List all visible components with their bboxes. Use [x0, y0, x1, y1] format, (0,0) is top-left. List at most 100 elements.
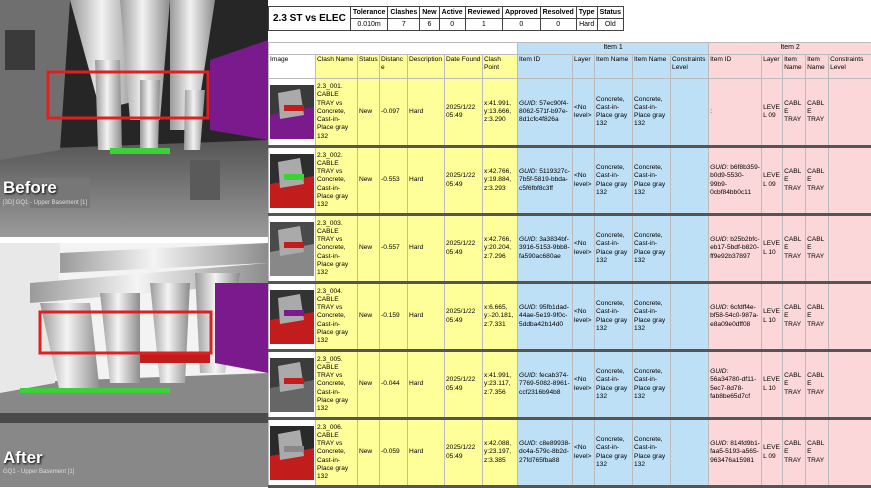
item2-name-cell: CABLE TRAY — [783, 351, 806, 419]
summary-header: Approved — [502, 7, 540, 19]
table-row[interactable]: 2.3_005. CABLE TRAY vs Concrete, Cast-in… — [269, 351, 871, 419]
item2-layer-cell: LEVEL 09 — [762, 419, 783, 487]
item1-layer-cell: <No level> — [573, 283, 595, 351]
item2-name2-cell: CABLE TRAY — [806, 283, 829, 351]
status-cell: New — [358, 419, 380, 487]
guid-label: GUID: — [710, 236, 728, 243]
item1-id-cell: GUID: c8e89938-dc4a-579c-8b2d-27fd765fba… — [518, 419, 573, 487]
item2-name-cell: CABLE TRAY — [783, 79, 806, 147]
summary-value: 0 — [502, 19, 540, 31]
table-row[interactable]: 2.3_002. CABLE TRAY vs Concrete, Cast-in… — [269, 147, 871, 215]
viewport-before[interactable]: Before [3D] GQ1 - Upper Basement [1] — [0, 0, 268, 237]
distance-cell: -0.557 — [380, 215, 408, 283]
clash-name-cell: 2.3_002. CABLE TRAY vs Concrete, Cast-in… — [316, 147, 358, 215]
item2-name2-cell: CABLE TRAY — [806, 351, 829, 419]
clash-point-cell: x:42.766, y:20.204, z:7.296 — [483, 215, 518, 283]
item1-id-cell: GUID: 5119327c-7b5f-5819-bbda-c5f6fbf8c3… — [518, 147, 573, 215]
col-status: Status — [358, 55, 380, 79]
item2-name2-cell: CABLE TRAY — [806, 147, 829, 215]
item2-constraints-cell — [829, 351, 871, 419]
item1-id-cell: GUID: 3a3834bf-3916-5153-9bb8-fa590ac680… — [518, 215, 573, 283]
date-found-cell: 2025/1/22 05:49 — [445, 419, 483, 487]
col-description: Description — [408, 55, 445, 79]
col-item1-name: Item Name — [595, 55, 633, 79]
guid-value: : — [710, 108, 712, 115]
clash-name-cell: 2.3_004. CABLE TRAY vs Concrete, Cast-in… — [316, 283, 358, 351]
item1-name-cell: Concrete, Cast-in-Place gray 132 — [595, 79, 633, 147]
clash-name-cell: 2.3_006. CABLE TRAY vs Concrete, Cast-in… — [316, 419, 358, 487]
table-row[interactable]: 2.3_001. CABLE TRAY vs Concrete, Cast-in… — [269, 79, 871, 147]
item1-name2-cell: Concrete, Cast-in-Place gray 132 — [633, 79, 671, 147]
after-subcaption: GQ1 - Upper Basement [1] — [3, 469, 74, 475]
guid-label: GUID: — [710, 440, 728, 447]
col-item1-layer: Layer — [573, 55, 595, 79]
item1-name-cell: Concrete, Cast-in-Place gray 132 — [595, 147, 633, 215]
clash-thumbnail-image — [270, 222, 314, 276]
item1-layer-cell: <No level> — [573, 147, 595, 215]
col-item2-constraints: Constraints Level — [829, 55, 871, 79]
date-found-cell: 2025/1/22 05:49 — [445, 351, 483, 419]
item1-name2-cell: Concrete, Cast-in-Place gray 132 — [633, 419, 671, 487]
clash-thumbnail-image — [270, 154, 314, 208]
col-item2-layer: Layer — [762, 55, 783, 79]
item2-id-cell: GUID: b6f8b359-b0d9-5530-99b9-0cbf84bb0c… — [709, 147, 762, 215]
item2-layer-cell: LEVEL 10 — [762, 283, 783, 351]
summary-value: 0 — [439, 19, 465, 31]
summary-header: Clashes — [388, 7, 420, 19]
item2-constraints-cell — [829, 215, 871, 283]
item2-name2-cell: CABLE TRAY — [806, 419, 829, 487]
description-cell: Hard — [408, 147, 445, 215]
table-row[interactable]: 2.3_004. CABLE TRAY vs Concrete, Cast-in… — [269, 283, 871, 351]
item2-name-cell: CABLE TRAY — [783, 147, 806, 215]
item2-name2-cell: CABLE TRAY — [806, 79, 829, 147]
item1-layer-cell: <No level> — [573, 79, 595, 147]
item2-id-cell: : — [709, 79, 762, 147]
clash-point-cell: x:41.991, y:13.666, z:3.290 — [483, 79, 518, 147]
item2-id-cell: GUID: b25b2bfc-eb17-5bdf-b820-ff9e92b378… — [709, 215, 762, 283]
item1-name-cell: Concrete, Cast-in-Place gray 132 — [595, 419, 633, 487]
item1-name-cell: Concrete, Cast-in-Place gray 132 — [595, 351, 633, 419]
item1-constraints-cell — [671, 79, 709, 147]
col-image: Image — [269, 55, 316, 79]
item2-name2-cell: CABLE TRAY — [806, 215, 829, 283]
guid-label: GUID: — [710, 368, 728, 375]
table-row[interactable]: 2.3_003. CABLE TRAY vs Concrete, Cast-in… — [269, 215, 871, 283]
summary-header: Type — [576, 7, 597, 19]
test-name: 2.3 ST vs ELEC — [269, 7, 351, 31]
summary-value: 6 — [420, 19, 439, 31]
distance-cell: -0.044 — [380, 351, 408, 419]
item2-layer-cell: LEVEL 10 — [762, 351, 783, 419]
item2-group-header: Item 2 — [709, 43, 871, 55]
col-item2-name2: Item Name — [806, 55, 829, 79]
summary-header: Reviewed — [465, 7, 502, 19]
clash-thumbnail-image — [270, 85, 314, 139]
status-cell: New — [358, 351, 380, 419]
clash-thumbnail[interactable] — [269, 147, 316, 215]
clash-name-cell: 2.3_001. CABLE TRAY vs Concrete, Cast-in… — [316, 79, 358, 147]
item1-name2-cell: Concrete, Cast-in-Place gray 132 — [633, 351, 671, 419]
viewport-after[interactable]: After GQ1 - Upper Basement [1] — [0, 243, 268, 487]
status-cell: New — [358, 215, 380, 283]
description-cell: Hard — [408, 419, 445, 487]
clash-thumbnail[interactable] — [269, 215, 316, 283]
summary-header: Resolved — [540, 7, 576, 19]
clash-thumbnail[interactable] — [269, 351, 316, 419]
item1-name-cell: Concrete, Cast-in-Place gray 132 — [595, 215, 633, 283]
table-row[interactable]: 2.3_006. CABLE TRAY vs Concrete, Cast-in… — [269, 419, 871, 487]
item2-name-cell: CABLE TRAY — [783, 283, 806, 351]
item2-name-cell: CABLE TRAY — [783, 215, 806, 283]
clash-thumbnail[interactable] — [269, 79, 316, 147]
item2-layer-cell: LEVEL 09 — [762, 79, 783, 147]
item1-name2-cell: Concrete, Cast-in-Place gray 132 — [633, 215, 671, 283]
status-cell: New — [358, 79, 380, 147]
date-found-cell: 2025/1/22 05:49 — [445, 79, 483, 147]
item1-group-header: Item 1 — [518, 43, 709, 55]
clash-thumbnail[interactable] — [269, 283, 316, 351]
date-found-cell: 2025/1/22 05:49 — [445, 215, 483, 283]
item2-id-cell: GUID: 814fd9b1-faa5-5193-a565-963476a159… — [709, 419, 762, 487]
col-item1-id: Item ID — [518, 55, 573, 79]
summary-header: New — [420, 7, 439, 19]
clash-thumbnail[interactable] — [269, 419, 316, 487]
distance-cell: -0.097 — [380, 79, 408, 147]
item2-id-cell: GUID: 56a34780-df11-5ec7-8d78-fab8be65d7… — [709, 351, 762, 419]
